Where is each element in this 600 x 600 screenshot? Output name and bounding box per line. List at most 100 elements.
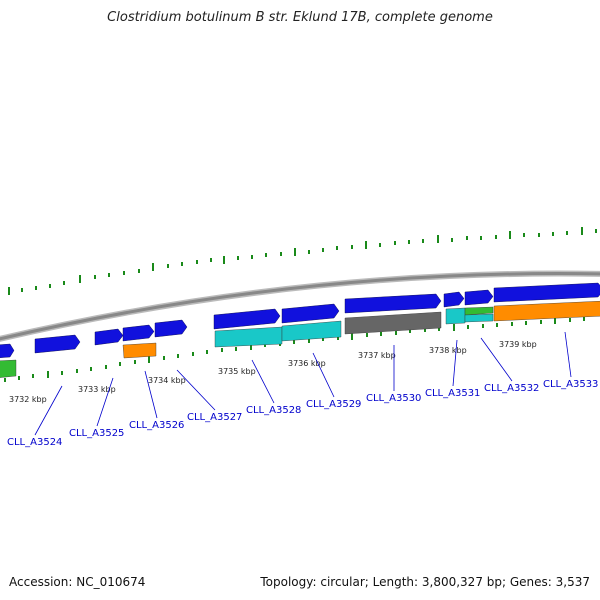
inner-scale-tick <box>395 331 397 335</box>
inner-scale-tick <box>264 343 266 347</box>
outer-scale-tick <box>422 239 424 243</box>
outer-scale-tick <box>280 252 282 256</box>
outer-scale-tick <box>210 258 212 262</box>
inner-scale-tick <box>293 340 295 344</box>
scale-label: 3739 kbp <box>499 340 537 349</box>
gene-label-link[interactable]: CLL_A3533 <box>543 379 598 390</box>
outer-scale-tick <box>237 256 239 260</box>
map-title: Clostridium botulinum B str. Eklund 17B,… <box>107 10 493 25</box>
gene-label-link[interactable]: CLL_A3531 <box>425 388 480 399</box>
inner-scale-tick <box>4 378 6 382</box>
inner-scale-tick <box>583 317 585 321</box>
outer-scale-tick <box>35 286 37 290</box>
gene-label-link[interactable]: CLL_A3532 <box>484 383 539 394</box>
gene-arrow-forward[interactable] <box>464 289 494 306</box>
gene-arrow-forward[interactable] <box>344 293 442 314</box>
inner-scale-tick <box>90 367 92 371</box>
inner-scale-tick <box>47 371 49 378</box>
scale-label: 3732 kbp <box>9 395 47 404</box>
gene-label-link[interactable]: CLL_A3526 <box>129 420 184 431</box>
gene-box-green[interactable] <box>0 359 17 378</box>
gene-arrow-forward[interactable] <box>154 319 188 338</box>
inner-scale-tick <box>351 333 353 340</box>
gene-leader-line <box>34 385 63 436</box>
scale-label: 3738 kbp <box>429 346 467 355</box>
accession-text: Accession: NC_010674 <box>9 575 146 589</box>
gene-box-orange[interactable] <box>493 300 600 322</box>
gene-box-cyan[interactable] <box>214 326 283 348</box>
outer-scale-tick <box>21 288 23 292</box>
inner-scale-tick <box>482 324 484 328</box>
gene-arrow-forward[interactable] <box>213 308 281 330</box>
gene-leader-line <box>480 337 513 382</box>
gene-arrow-forward[interactable] <box>443 291 465 308</box>
inner-scale-tick <box>206 350 208 354</box>
gene-arrow-forward[interactable] <box>34 334 81 354</box>
scale-label: 3735 kbp <box>218 367 256 376</box>
gene-label-link[interactable]: CLL_A3527 <box>187 412 242 423</box>
inner-scale-tick <box>554 317 556 324</box>
outer-scale-tick <box>49 284 51 288</box>
gene-arrow-forward[interactable] <box>0 343 15 358</box>
inner-scale-tick <box>511 322 513 326</box>
outer-scale-tick <box>63 281 65 285</box>
outer-scale-tick <box>94 275 96 279</box>
outer-scale-tick <box>181 262 183 266</box>
gene-box-orange[interactable] <box>122 342 157 359</box>
scale-label: 3736 kbp <box>288 359 326 368</box>
outer-scale-tick <box>523 233 525 237</box>
gene-arrow-forward[interactable] <box>122 324 155 342</box>
gene-leader-line <box>176 369 216 411</box>
gene-box-cyan[interactable] <box>281 320 342 342</box>
gene-box-gray[interactable] <box>344 311 442 335</box>
inner-scale-tick <box>366 333 368 337</box>
inner-scale-tick <box>409 329 411 333</box>
outer-scale-tick <box>480 236 482 240</box>
outer-scale-tick <box>595 229 597 233</box>
gene-arrow-forward[interactable] <box>94 328 124 346</box>
inner-scale-tick <box>322 337 324 341</box>
outer-scale-tick <box>394 241 396 245</box>
inner-scale-tick <box>569 318 571 322</box>
gene-label-link[interactable]: CLL_A3524 <box>7 437 62 448</box>
gene-leader-line <box>96 377 114 427</box>
gene-label-link[interactable]: CLL_A3529 <box>306 399 361 410</box>
outer-scale-tick <box>408 240 410 244</box>
gene-leader-line <box>564 331 572 378</box>
inner-scale-tick <box>76 369 78 373</box>
gene-label-link[interactable]: CLL_A3525 <box>69 428 124 439</box>
gene-box-cyan[interactable] <box>445 307 466 325</box>
inner-scale-tick <box>525 321 527 325</box>
gene-arrow-forward[interactable] <box>281 303 340 324</box>
inner-scale-tick <box>380 332 382 336</box>
gene-arrow-forward[interactable] <box>493 282 600 303</box>
inner-scale-tick <box>18 376 20 380</box>
inner-scale-tick <box>235 347 237 351</box>
outer-scale-tick <box>223 256 225 264</box>
inner-scale-tick <box>32 374 34 378</box>
outer-scale-tick <box>265 253 267 257</box>
inner-scale-tick <box>119 362 121 366</box>
outer-scale-tick <box>79 275 81 283</box>
inner-scale-tick <box>438 327 440 331</box>
gene-label-link[interactable]: CLL_A3530 <box>366 393 421 404</box>
inner-scale-tick <box>250 343 252 350</box>
outer-scale-tick <box>437 235 439 243</box>
outer-scale-tick <box>294 248 296 256</box>
gene-leader-line <box>144 370 158 419</box>
outer-scale-tick <box>308 250 310 254</box>
gene-leader-line <box>251 359 275 404</box>
outer-scale-tick <box>108 273 110 277</box>
scale-label: 3737 kbp <box>358 351 396 360</box>
outer-scale-tick <box>8 287 10 295</box>
inner-scale-tick <box>134 360 136 364</box>
gene-box-cyan[interactable] <box>464 313 494 323</box>
outer-scale-tick <box>379 243 381 247</box>
gene-box-green[interactable] <box>464 306 494 316</box>
gene-label-link[interactable]: CLL_A3528 <box>246 405 301 416</box>
inner-scale-tick <box>221 348 223 352</box>
gene-leader-line <box>452 339 458 387</box>
outer-scale-tick <box>581 227 583 235</box>
outer-scale-tick <box>566 231 568 235</box>
